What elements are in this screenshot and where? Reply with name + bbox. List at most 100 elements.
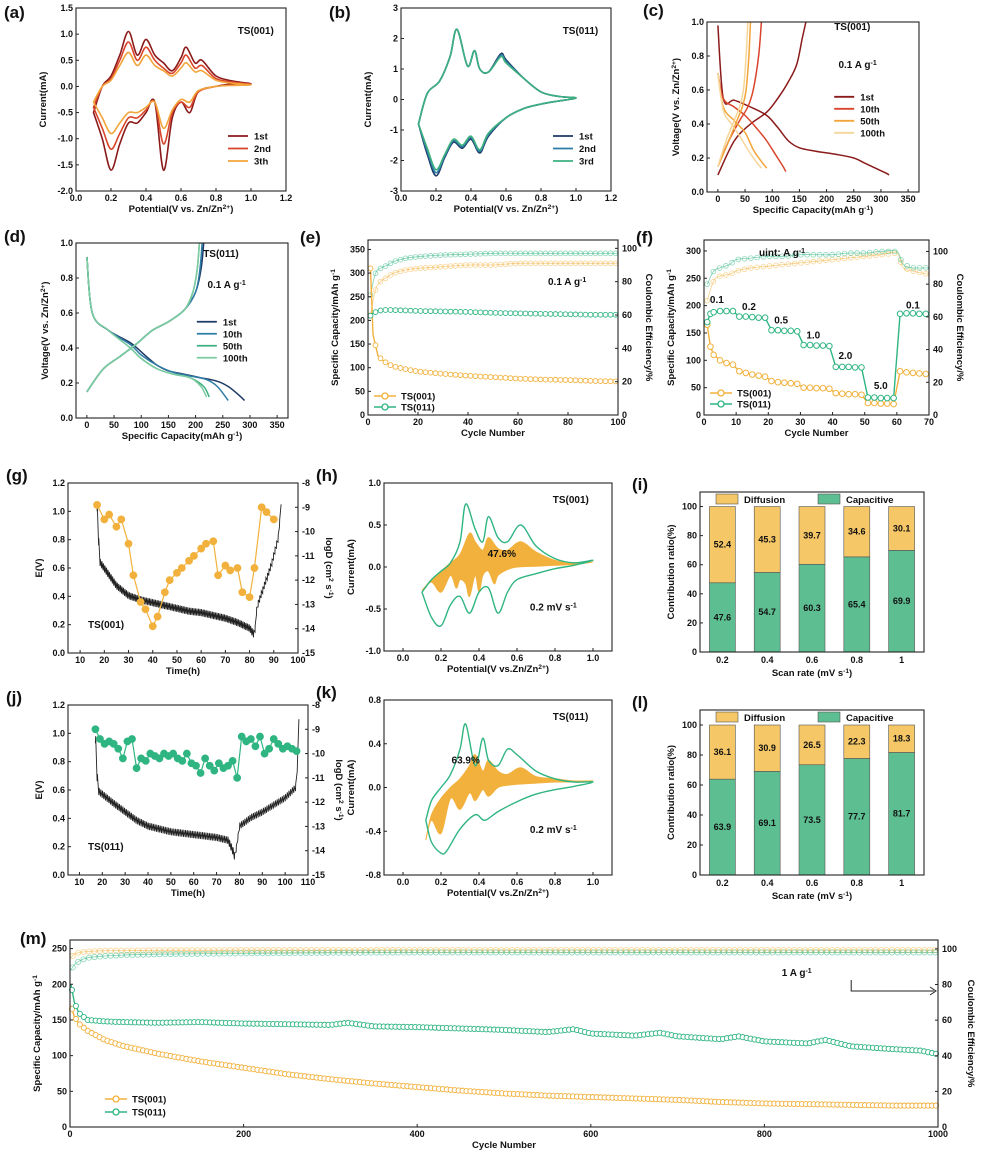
ce-marker — [848, 250, 854, 256]
capacity-marker — [602, 378, 609, 385]
capacity-marker — [512, 310, 519, 317]
legend-entry: 50th — [860, 116, 880, 127]
capacity-marker — [723, 307, 730, 315]
x-axis-label: Potential(V vs.Zn/Zn2+) — [447, 888, 549, 900]
x-tick-label: 300 — [242, 420, 257, 430]
y-tick-label: 20 — [687, 840, 697, 850]
cv-curve — [425, 723, 594, 855]
capacity-marker — [838, 390, 846, 397]
capacity-marker — [582, 311, 589, 318]
capacity-marker — [487, 374, 494, 380]
ce-marker — [791, 260, 798, 267]
x-tick-label: 100 — [290, 655, 305, 665]
y-tick-label: 50 — [57, 1086, 67, 1096]
x-tick-label: 80 — [234, 877, 244, 887]
voltage-trace — [94, 719, 300, 860]
capacity-marker — [800, 341, 807, 349]
chart-panel-k: 0.0 0.2 0.4 0.6 0.8 1.0-0.8-0.40.00.40.8Poten… — [316, 683, 613, 900]
capacity-marker — [922, 370, 930, 378]
y-right-tick-label: -15 — [302, 648, 315, 658]
y-axis-label: Voltage(V vs. Zn/Zn2+) — [671, 58, 683, 156]
capacity-marker — [372, 342, 379, 349]
ce-marker — [397, 268, 404, 275]
capacitive-value-label: 65.4 — [848, 599, 866, 609]
charge-curve — [717, 21, 807, 176]
plot-frame — [367, 239, 619, 416]
capacity-marker — [871, 394, 878, 401]
capacity-marker — [592, 311, 599, 318]
x-axis-label: Potential(V vs.Zn/Zn2+) — [447, 664, 549, 676]
ce-marker — [372, 270, 379, 277]
sample-annotation: TS(001) — [834, 22, 870, 33]
y-right-axis-label: Coulombic Efficiency/% — [965, 980, 976, 1088]
logd-marker — [202, 539, 210, 548]
chart-panel-d: 0 50 100 150 200 250 300 350 0.0 0.2 0.4 0.6 0.8 1.0 S… — [4, 227, 289, 443]
diffusion-bar — [843, 506, 871, 558]
capacity-marker — [826, 342, 833, 350]
capacitive-value-label: 73.5 — [803, 815, 821, 825]
legend-entry: TS(001) — [132, 1095, 166, 1106]
capacity-marker — [781, 379, 788, 387]
y-right-tick-label: -11 — [302, 551, 315, 561]
cv-curve — [92, 51, 252, 135]
logd-marker — [226, 566, 235, 575]
x-tick-label: 1.0 — [587, 653, 600, 663]
x-tick-label: 0.8 — [851, 655, 864, 665]
rate-label: 2.0 — [838, 351, 852, 362]
y-tick-label: 0 — [692, 647, 697, 657]
ce-marker — [816, 251, 823, 258]
y-tick-label: 60 — [687, 780, 697, 790]
capacity-marker — [427, 369, 434, 376]
x-axis-label: Specific Capacity(mAh g-1) — [122, 431, 242, 443]
y-tick-label: 0.2 — [52, 842, 65, 852]
capacity-marker — [567, 311, 574, 318]
capacity-marker — [402, 366, 409, 372]
y-tick-label: -1 — [390, 125, 398, 135]
capacitive-value-label: 60.3 — [803, 603, 821, 613]
x-axis-label: Potential(V vs. Zn/Zn2+) — [129, 204, 234, 216]
capacity-marker — [592, 378, 599, 384]
y-right-tick-label: 40 — [942, 1051, 952, 1061]
capacity-marker — [602, 311, 609, 318]
chart-panel-j: 10 20 30 40 50 60 70 80 90 100 110 0.0 0.2 0.4 0.6 0.8 1… — [6, 688, 345, 899]
chart-panel-i: 47.6 52.4 0.2 54.7 45.3 0.4 60.3 39.7 0.6 65.4 34.… — [632, 475, 925, 679]
ce-marker — [879, 248, 885, 255]
x-tick-label: 40 — [463, 417, 473, 427]
x-tick-label: 80 — [563, 417, 573, 427]
x-tick-label: 0.6 — [511, 653, 524, 663]
chart-panel-c: 0 50 100 150 200 250 300 350 0.0 0.2 0.4 0.6 0.8 1.0 S… — [643, 1, 920, 216]
capacity-marker — [507, 375, 514, 382]
ce-marker — [779, 253, 785, 260]
x-tick-label: 200 — [188, 420, 203, 430]
capacity-marker — [787, 379, 795, 387]
capacity-marker — [502, 310, 509, 316]
ce-marker — [779, 261, 785, 268]
x-tick-label: 50 — [860, 417, 870, 427]
capacity-marker — [467, 373, 474, 379]
capacity-marker — [748, 371, 756, 378]
capacity-marker — [532, 310, 539, 317]
ce-marker — [397, 256, 404, 263]
legend-entry: 1st — [860, 92, 875, 103]
capacity-marker — [417, 308, 424, 314]
capacity-marker — [367, 312, 374, 319]
ce-marker — [823, 257, 829, 264]
x-tick-label: 150 — [161, 420, 176, 430]
y-right-axis-label: Coulombic Efficiency/% — [643, 274, 654, 382]
ce-marker — [80, 956, 87, 963]
diffusion-value-label: 26.5 — [803, 740, 821, 750]
ce-marker — [866, 249, 873, 256]
rate-label: 0.1 — [710, 295, 724, 306]
y-right-tick-label: -11 — [312, 773, 325, 783]
x-tick-label: 20 — [763, 417, 773, 427]
y-tick-label: -1.0 — [365, 646, 381, 656]
ce-marker — [735, 256, 742, 263]
logd-marker — [221, 561, 230, 570]
y-tick-label: -2 — [390, 156, 398, 166]
capacity-marker — [577, 311, 584, 318]
y-tick-label: 100 — [350, 363, 365, 373]
y-tick-label: 50 — [691, 383, 701, 393]
ce-marker — [835, 251, 842, 257]
x-tick-label: 0.6 — [500, 193, 513, 203]
y-right-tick-label: 40 — [933, 345, 943, 355]
